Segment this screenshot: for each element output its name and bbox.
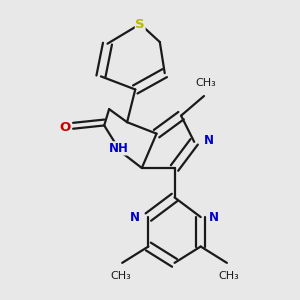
Text: CH₃: CH₃ <box>195 78 216 88</box>
Text: O: O <box>59 121 70 134</box>
Text: NH: NH <box>109 142 129 155</box>
Text: S: S <box>135 17 145 31</box>
Text: N: N <box>209 211 219 224</box>
Text: N: N <box>130 211 140 224</box>
Text: CH₃: CH₃ <box>110 271 131 281</box>
Text: CH₃: CH₃ <box>218 271 239 281</box>
Text: N: N <box>204 134 214 147</box>
